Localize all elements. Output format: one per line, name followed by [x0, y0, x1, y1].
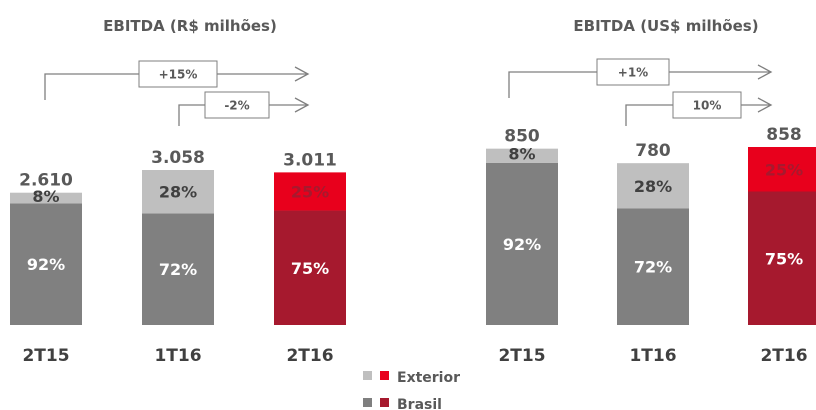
segment-label-brasil: 92%	[503, 235, 541, 254]
category-label: 1T16	[154, 346, 201, 366]
segment-label-brasil: 75%	[765, 249, 803, 268]
bar-2t16: 75% 25% 3.011 2T16	[274, 150, 346, 366]
growth-label-box	[138, 60, 218, 88]
segment-label-exterior: 8%	[32, 187, 59, 206]
growth-arrow-line	[44, 73, 308, 100]
legend-label-brasil: Brasil	[397, 397, 442, 410]
growth-label: 10%	[693, 99, 722, 113]
segment-label-brasil: 72%	[634, 258, 672, 277]
category-label: 1T16	[629, 346, 676, 366]
arrowhead-icon	[757, 64, 773, 80]
growth-label-box	[204, 91, 270, 119]
bar-segment-brasil	[617, 208, 689, 325]
bar-segment-exterior	[274, 172, 346, 211]
total-label: 858	[766, 125, 802, 145]
chart-title: EBITDA (US$ milhões)	[573, 17, 758, 35]
bar-segment-brasil	[486, 162, 558, 325]
total-label: 3.011	[283, 150, 337, 170]
legend-item-brasil: Brasil	[363, 397, 442, 410]
bar-segment-exterior	[10, 192, 82, 204]
growth-label: +1%	[618, 66, 648, 80]
arrowhead-icon	[294, 66, 310, 82]
bar-2t15: 92% 8%850 2T15	[486, 127, 558, 366]
legend-swatch-exterior-gray	[363, 371, 372, 380]
total-label: 2.610	[19, 171, 73, 191]
legend-swatch-brasil-red	[380, 398, 389, 407]
category-label: 2T15	[22, 346, 69, 366]
segment-label-exterior: 8%	[508, 145, 535, 164]
growth-label: -2%	[224, 99, 249, 113]
segment-label-exterior: 28%	[159, 183, 197, 202]
total-label: 780	[635, 141, 671, 161]
segment-label-exterior: 28%	[634, 177, 672, 196]
bar-segment-exterior	[486, 148, 558, 163]
chart-title: EBITDA (R$ milhões)	[103, 17, 277, 35]
growth-annotation: -2%	[178, 91, 310, 126]
chart-panel-2: EBITDA (US$ milhões) +1% 10% 92% 8%850 2T15 72…	[486, 17, 816, 366]
bar-segment-exterior	[617, 163, 689, 209]
segment-label-brasil: 92%	[27, 255, 65, 274]
category-label: 2T16	[760, 346, 807, 366]
legend-label-exterior: Exterior	[397, 370, 460, 386]
total-label: 3.058	[151, 148, 205, 168]
legend-item-exterior: Exterior	[363, 370, 460, 386]
total-label: 850	[504, 127, 540, 147]
bar-segment-brasil	[142, 213, 214, 325]
bar-2t16: 75% 25% 858 2T16	[748, 125, 816, 366]
legend-swatch-brasil-gray	[363, 398, 372, 407]
bar-1t16: 72% 28% 780 1T16	[617, 141, 689, 366]
bar-segment-brasil	[748, 191, 816, 325]
legend-swatch-exterior-red	[380, 371, 389, 380]
segment-label-exterior: 25%	[291, 182, 329, 201]
legend: Exterior Brasil	[363, 370, 460, 410]
bar-2t15: 92% 8%2.610 2T15	[10, 171, 82, 366]
bar-segment-exterior	[142, 170, 214, 214]
growth-annotation: +15%	[44, 60, 310, 100]
bar-segment-brasil	[10, 203, 82, 325]
chart-panel-1: EBITDA (R$ milhões) +15% -2% 92% 8%2.610 2T15…	[10, 17, 346, 366]
segment-label-brasil: 72%	[159, 260, 197, 279]
bar-segment-exterior	[748, 147, 816, 192]
bar-1t16: 72% 28% 3.058 1T16	[142, 148, 214, 366]
growth-label: +15%	[159, 68, 198, 82]
growth-label-box	[596, 58, 670, 86]
category-label: 2T15	[498, 346, 545, 366]
segment-label-brasil: 75%	[291, 259, 329, 278]
growth-arrow-line	[508, 71, 771, 98]
arrowhead-icon	[757, 97, 773, 113]
category-label: 2T16	[286, 346, 333, 366]
growth-annotation: 10%	[625, 91, 773, 126]
growth-annotation: +1%	[508, 58, 773, 98]
segment-label-exterior: 25%	[765, 160, 803, 179]
bar-segment-brasil	[274, 210, 346, 325]
arrowhead-icon	[294, 97, 310, 113]
growth-label-box	[672, 91, 742, 119]
